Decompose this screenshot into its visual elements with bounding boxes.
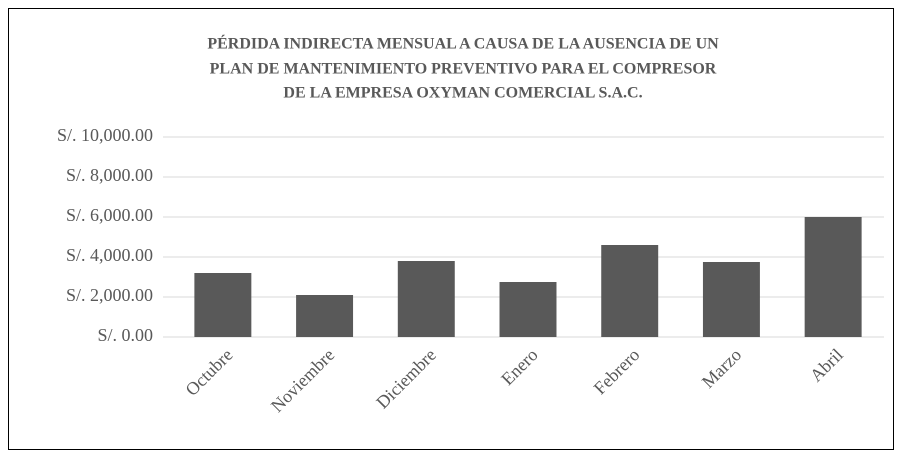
bar — [194, 273, 252, 337]
y-tick-label: S/. 6,000.00 — [66, 205, 153, 225]
y-tick-label: S/. 8,000.00 — [66, 165, 153, 185]
bar — [601, 245, 659, 337]
y-tick-label: S/. 4,000.00 — [66, 245, 153, 265]
bar — [296, 295, 354, 337]
bar — [499, 282, 557, 337]
bar — [804, 217, 862, 337]
chart-border — [8, 8, 894, 450]
y-tick-label: S/. 0.00 — [97, 325, 153, 345]
bar — [702, 262, 760, 337]
y-tick-label: S/. 10,000.00 — [57, 125, 153, 145]
chart-title: PÉRDIDA INDIRECTA MENSUAL A CAUSA DE LA … — [207, 34, 719, 53]
y-tick-label: S/. 2,000.00 — [66, 285, 153, 305]
chart-title: DE LA EMPRESA OXYMAN COMERCIAL S.A.C. — [283, 85, 642, 102]
bar — [397, 261, 455, 337]
chart-title: PLAN DE MANTENIMIENTO PREVENTIVO PARA EL… — [210, 61, 717, 78]
